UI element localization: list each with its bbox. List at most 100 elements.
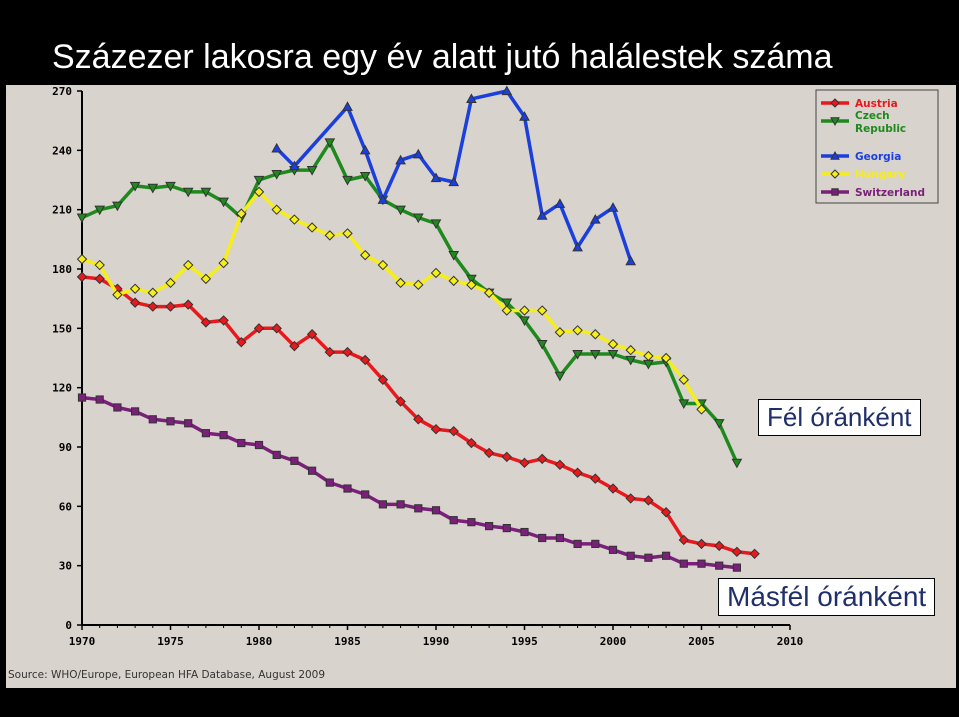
data-point-switzerland [343, 484, 352, 493]
data-point-hungary [377, 259, 389, 271]
data-point-austria [607, 483, 619, 494]
data-point-czech-republic [271, 169, 283, 180]
callout-half-hour: Fél óránként [758, 399, 921, 436]
data-point-austria [94, 273, 105, 285]
data-point-georgia [448, 176, 460, 187]
data-point-switzerland [555, 533, 564, 543]
x-tick-label: 1990 [423, 635, 450, 648]
legend-label-austria: Austria [855, 98, 898, 110]
data-point-austria [236, 336, 247, 348]
series-line-georgia [275, 89, 633, 262]
data-point-switzerland [237, 438, 246, 448]
data-point-hungary [129, 283, 141, 294]
data-point-switzerland [573, 539, 582, 549]
series-line-hungary [81, 190, 704, 411]
data-point-switzerland [77, 393, 87, 402]
data-point-czech-republic [76, 213, 88, 224]
data-point-czech-republic [94, 205, 106, 216]
data-point-hungary [660, 352, 672, 364]
data-point-austria [306, 329, 318, 340]
data-point-switzerland [95, 395, 104, 404]
data-point-georgia [625, 255, 637, 266]
title-bar [0, 0, 959, 85]
data-point-hungary [696, 404, 707, 415]
data-point-hungary [554, 327, 566, 338]
data-point-austria [182, 299, 194, 310]
data-point-hungary [218, 257, 229, 269]
data-point-switzerland [732, 563, 741, 572]
data-point-czech-republic [342, 175, 353, 186]
data-point-austria [519, 457, 530, 469]
data-point-austria [590, 473, 601, 484]
legend-label-czech-republic: Czech Republic [855, 110, 906, 135]
data-point-austria [289, 340, 300, 352]
data-point-switzerland [219, 431, 228, 440]
data-point-switzerland [113, 403, 122, 412]
data-point-georgia [501, 85, 513, 96]
legend-marker-switzerland [831, 188, 839, 196]
data-point-hungary [501, 305, 513, 316]
data-point-hungary [182, 259, 194, 271]
data-point-austria [359, 354, 371, 366]
data-point-austria [660, 507, 672, 518]
data-point-switzerland [591, 539, 600, 549]
data-point-czech-republic [147, 183, 159, 194]
data-point-georgia [412, 148, 424, 159]
callout-hour-and-half: Másfél óránként [718, 578, 936, 616]
data-point-austria [129, 297, 141, 308]
data-point-czech-republic [112, 201, 123, 212]
y-tick-label: 30 [59, 560, 72, 573]
data-point-georgia [536, 210, 548, 220]
data-point-georgia [554, 198, 566, 208]
data-point-switzerland [308, 466, 317, 475]
slide-title: Százezer lakosra egy év alatt jutó halál… [52, 38, 833, 76]
x-tick-label: 2000 [600, 635, 627, 648]
data-point-switzerland [502, 523, 511, 533]
data-point-hungary [678, 374, 690, 385]
data-point-czech-republic [306, 166, 318, 176]
data-point-czech-republic [359, 171, 371, 182]
data-point-austria [749, 548, 760, 560]
y-tick-label: 270 [52, 85, 72, 98]
data-point-hungary [94, 259, 105, 271]
data-point-austria [572, 467, 583, 478]
data-point-austria [696, 538, 707, 550]
data-point-czech-republic [607, 349, 619, 360]
data-point-austria [536, 453, 548, 465]
legend-label-hungary: Hungary [855, 169, 906, 181]
data-point-czech-republic [395, 205, 406, 216]
data-point-hungary [483, 287, 495, 298]
data-point-hungary [359, 249, 371, 261]
data-point-georgia [342, 101, 353, 111]
data-point-hungary [324, 230, 336, 241]
data-point-hungary [448, 275, 459, 287]
data-point-georgia [466, 93, 477, 104]
x-tick-label: 1975 [157, 635, 184, 648]
data-point-hungary [625, 344, 636, 356]
data-point-austria [271, 323, 282, 334]
data-point-austria [501, 451, 513, 463]
data-point-czech-republic [731, 458, 743, 469]
data-point-switzerland [254, 440, 264, 450]
series-austria [76, 271, 760, 560]
data-point-switzerland [485, 522, 494, 531]
data-point-hungary [289, 214, 300, 225]
series-line-czech-republic [81, 140, 739, 464]
data-point-czech-republic [466, 274, 477, 285]
legend-marker-czech-republic [830, 117, 840, 127]
data-point-switzerland [131, 407, 140, 416]
data-point-hungary [430, 267, 442, 279]
data-point-georgia [430, 172, 442, 183]
source-note: Source: WHO/Europe, European HFA Databas… [8, 669, 326, 681]
data-point-czech-republic [412, 213, 424, 224]
x-tick-label: 1980 [246, 635, 273, 648]
data-point-switzerland [697, 559, 706, 568]
data-point-czech-republic [678, 399, 690, 410]
series-switzerland [77, 393, 741, 572]
legend-marker-austria [830, 98, 840, 108]
data-point-czech-republic [501, 298, 513, 309]
data-point-hungary [147, 287, 159, 298]
data-point-hungary [395, 277, 406, 289]
legend-marker-georgia [830, 150, 840, 160]
